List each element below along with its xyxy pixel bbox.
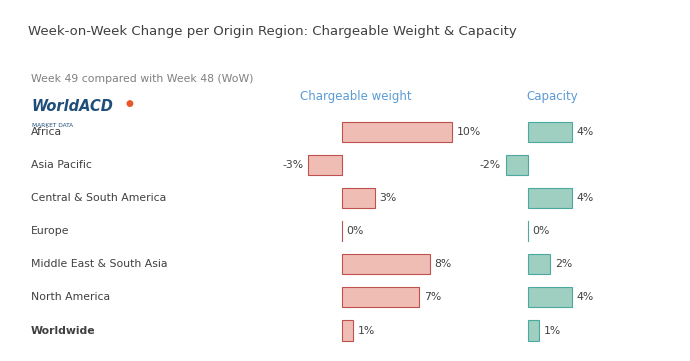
FancyBboxPatch shape [342, 122, 452, 142]
Text: Africa: Africa [31, 127, 62, 136]
Text: ●: ● [126, 99, 133, 108]
Text: 1%: 1% [357, 326, 375, 335]
Text: Week-on-Week Change per Origin Region: Chargeable Weight & Capacity: Week-on-Week Change per Origin Region: C… [28, 25, 516, 38]
Text: 4%: 4% [577, 193, 594, 203]
Text: 2%: 2% [555, 259, 572, 269]
Text: Central & South America: Central & South America [31, 193, 166, 203]
Text: North America: North America [31, 292, 110, 303]
FancyBboxPatch shape [528, 254, 550, 274]
Text: Middle East & South Asia: Middle East & South Asia [31, 259, 168, 269]
Text: MARKET DATA: MARKET DATA [32, 123, 74, 128]
Text: 10%: 10% [457, 127, 481, 136]
FancyBboxPatch shape [342, 287, 419, 308]
FancyBboxPatch shape [342, 321, 353, 340]
Text: 0%: 0% [533, 226, 550, 236]
Text: Week 49 compared with Week 48 (WoW): Week 49 compared with Week 48 (WoW) [31, 74, 253, 84]
FancyBboxPatch shape [528, 122, 572, 142]
Text: Europe: Europe [31, 226, 70, 236]
Text: 0%: 0% [346, 226, 364, 236]
Text: 8%: 8% [435, 259, 452, 269]
Text: WorldACD: WorldACD [31, 99, 113, 114]
Text: 3%: 3% [380, 193, 397, 203]
Text: 4%: 4% [577, 292, 594, 303]
FancyBboxPatch shape [528, 321, 539, 340]
FancyBboxPatch shape [528, 188, 572, 208]
Text: Chargeable weight: Chargeable weight [299, 90, 411, 103]
Text: Worldwide: Worldwide [31, 326, 96, 335]
FancyBboxPatch shape [342, 188, 375, 208]
Text: -3%: -3% [282, 160, 304, 170]
Text: 4%: 4% [577, 127, 594, 136]
FancyBboxPatch shape [308, 155, 342, 175]
Text: Capacity: Capacity [526, 90, 578, 103]
Text: 1%: 1% [544, 326, 561, 335]
Text: Asia Pacific: Asia Pacific [31, 160, 92, 170]
Text: 7%: 7% [424, 292, 441, 303]
Text: -2%: -2% [480, 160, 501, 170]
FancyBboxPatch shape [506, 155, 528, 175]
FancyBboxPatch shape [528, 287, 572, 308]
FancyBboxPatch shape [342, 254, 430, 274]
